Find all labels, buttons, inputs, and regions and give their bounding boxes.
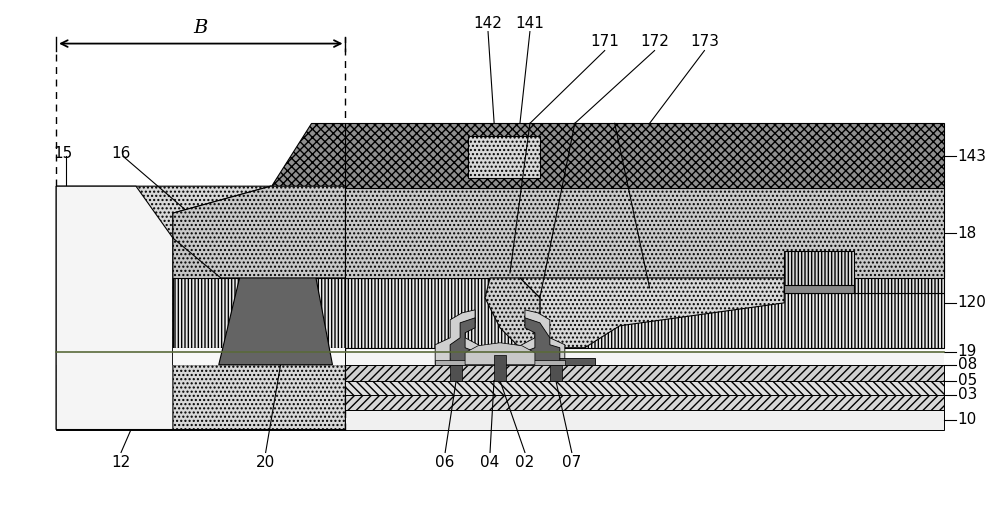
Text: 120: 120 <box>958 295 987 310</box>
Text: 19: 19 <box>958 344 977 359</box>
Text: 07: 07 <box>562 455 581 470</box>
Text: 05: 05 <box>958 373 977 388</box>
Bar <box>784 285 854 293</box>
Text: 173: 173 <box>690 34 719 49</box>
Bar <box>56 380 944 395</box>
Text: 02: 02 <box>515 455 535 470</box>
Polygon shape <box>550 365 562 380</box>
Polygon shape <box>450 318 560 365</box>
Bar <box>56 395 944 409</box>
Bar <box>56 365 944 380</box>
Bar <box>56 409 944 430</box>
Text: 08: 08 <box>958 357 977 372</box>
Polygon shape <box>56 186 345 430</box>
Text: 04: 04 <box>480 455 500 470</box>
Text: 06: 06 <box>435 455 455 470</box>
Bar <box>854 253 944 293</box>
Polygon shape <box>345 278 944 348</box>
Text: 171: 171 <box>590 34 619 49</box>
Text: 10: 10 <box>958 412 977 427</box>
Text: 143: 143 <box>958 149 987 164</box>
Polygon shape <box>56 186 173 430</box>
Polygon shape <box>345 123 944 188</box>
Text: 15: 15 <box>53 146 72 161</box>
Text: 16: 16 <box>111 146 130 161</box>
Text: 172: 172 <box>640 34 669 49</box>
Polygon shape <box>173 186 345 278</box>
Polygon shape <box>219 223 332 365</box>
Bar <box>173 348 345 365</box>
Polygon shape <box>465 343 535 365</box>
Polygon shape <box>450 365 462 380</box>
Polygon shape <box>494 355 506 380</box>
Polygon shape <box>520 278 784 348</box>
Bar <box>435 360 565 365</box>
Text: B: B <box>194 19 208 37</box>
Polygon shape <box>345 188 944 278</box>
Text: 142: 142 <box>474 16 502 30</box>
Bar <box>468 136 540 178</box>
Text: 18: 18 <box>958 226 977 241</box>
Polygon shape <box>435 310 565 365</box>
Text: 20: 20 <box>256 455 275 470</box>
Polygon shape <box>271 123 345 186</box>
Bar <box>784 251 854 293</box>
Polygon shape <box>485 278 540 348</box>
Text: 03: 03 <box>958 387 977 402</box>
Polygon shape <box>173 278 345 348</box>
Polygon shape <box>173 186 345 365</box>
Bar <box>450 358 595 365</box>
Text: 12: 12 <box>111 455 131 470</box>
Text: 141: 141 <box>515 16 544 30</box>
Bar <box>56 352 944 365</box>
